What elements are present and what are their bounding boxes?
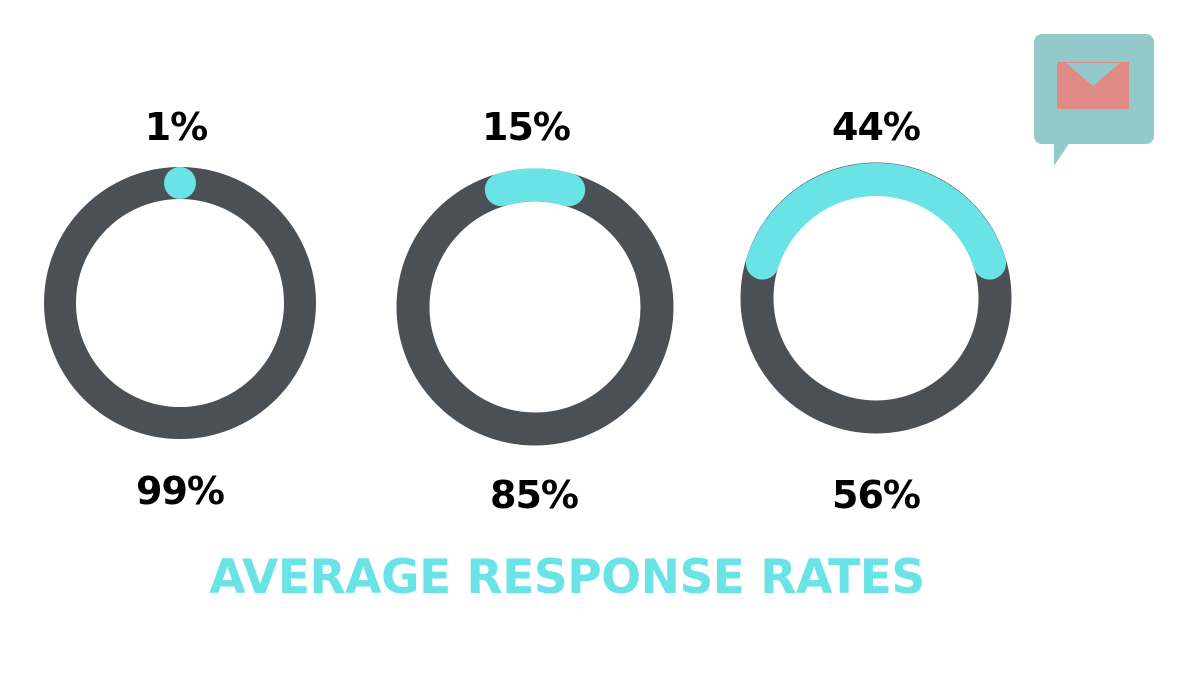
- mail-chat-bubble-icon: [1034, 34, 1154, 166]
- donut-2-bottom-label: 85%: [490, 473, 579, 517]
- donut-2-highlight-arc: [484, 168, 586, 207]
- donut-chart-1: [44, 167, 316, 439]
- donut-1-highlight-dot: [164, 167, 196, 199]
- donut-1-top-label: 1%: [144, 105, 209, 149]
- donut-chart-2: [396, 168, 674, 446]
- donut-2-top-label: 15%: [482, 105, 571, 149]
- donut-2-remainder-ring: [396, 168, 674, 446]
- donut-3-top-label: 44%: [832, 105, 921, 149]
- donut-1-remainder-ring: [44, 167, 316, 439]
- donut-1-bottom-label: 99%: [136, 469, 225, 513]
- donut-3-bottom-label: 56%: [832, 473, 921, 517]
- donut-chart-3: [740, 162, 1012, 434]
- chart-title: AVERAGE RESPONSE RATES: [209, 550, 925, 605]
- donut-3-highlight-arc: [745, 163, 1007, 280]
